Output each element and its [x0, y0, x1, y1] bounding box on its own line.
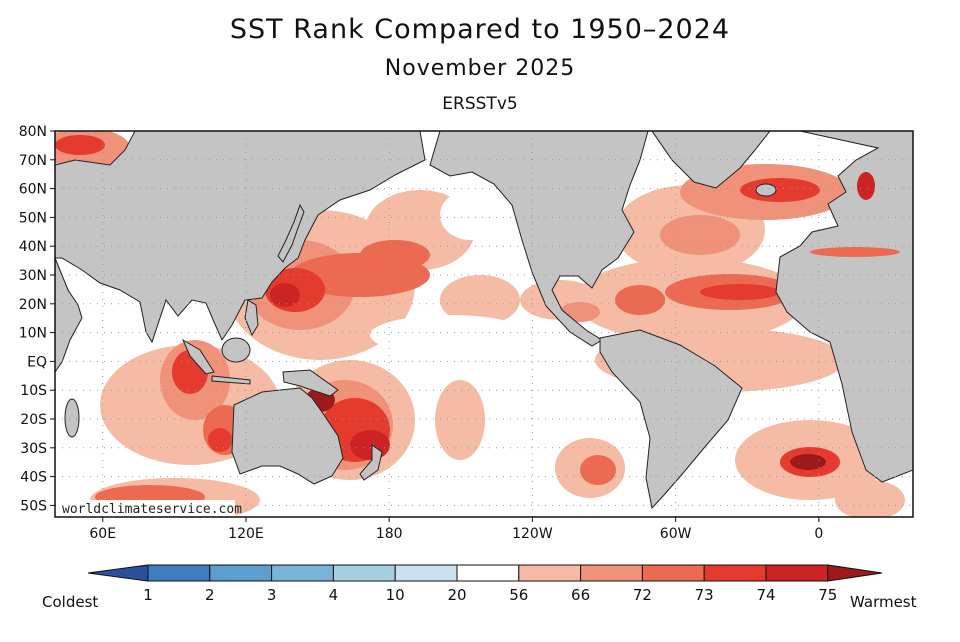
latitude-label: EQ	[27, 354, 47, 370]
longitude-label: 0	[814, 526, 823, 542]
colorbar-tick-label: 66	[571, 586, 590, 604]
colorbar-tick-label: 20	[447, 586, 466, 604]
colorbar-tick-label: 56	[509, 586, 528, 604]
watermark-box	[57, 500, 235, 516]
colorbar-tick-label: 2	[205, 586, 215, 604]
colorbar-segment	[456, 564, 520, 582]
colorbar-segment	[271, 564, 334, 582]
madagascar-land	[64, 398, 80, 438]
latitude-label: 70N	[19, 153, 47, 169]
map-subtitle: November 2025	[384, 56, 576, 81]
iceland-land	[755, 183, 777, 197]
sst-shading-region	[360, 240, 430, 270]
graticule	[55, 131, 913, 517]
colorbar-segment	[209, 564, 273, 582]
sst-shading-region	[790, 454, 826, 470]
new-guinea-land	[282, 369, 339, 397]
map-frame	[54, 130, 914, 518]
latitude-label: 20S	[20, 412, 47, 428]
latitude-label: 40N	[19, 239, 47, 255]
watermark: worldclimateservice.com	[62, 502, 242, 517]
sst-shading-region	[440, 275, 520, 325]
sst-shading-region	[700, 284, 780, 300]
latitude-axis: 80N 70N 60N 50N 40N 30N 20N 10N EQ 10S 20S 30S 40S 50…	[19, 124, 55, 514]
colorbar-tick-label: 1	[143, 586, 153, 604]
longitude-label: 120W	[512, 526, 553, 542]
java-land	[211, 375, 251, 385]
eurasia-land	[55, 131, 426, 344]
sst-shading-region	[580, 455, 616, 485]
colorbar-tick-label: 74	[756, 586, 775, 604]
latitude-label: 80N	[19, 124, 47, 140]
longitude-label: 120E	[228, 526, 264, 542]
dataset-label: ERSSTv5	[442, 94, 518, 114]
philippines-land	[244, 299, 259, 337]
greenland-land	[651, 131, 771, 189]
sst-shading-region	[435, 380, 485, 460]
latitude-label: 10N	[19, 326, 47, 342]
colorbar-segment	[580, 564, 643, 582]
colorbar-segment	[641, 564, 705, 582]
colorbar-coldest-arrow	[87, 564, 149, 582]
longitude-label: 60W	[660, 526, 692, 542]
colorbar-segment	[394, 564, 458, 582]
sst-shading-region	[55, 135, 105, 155]
longitude-axis: 60E 120E 180 120W 60W 0	[89, 517, 823, 542]
longitude-label: 180	[376, 526, 403, 542]
colorbar: 1 2 3 4 10 20 56 66 72 73 74 75	[87, 564, 883, 604]
colorbar-segment	[332, 564, 396, 582]
colorbar-tick-label: 72	[633, 586, 652, 604]
colorbar-segment	[518, 564, 582, 582]
colorbar-tick-label: 73	[695, 586, 714, 604]
colorbar-tick-label: 3	[267, 586, 277, 604]
colorbar-warmest-arrow	[827, 564, 883, 582]
sst-shading-region	[615, 285, 665, 315]
latitude-label: 30S	[20, 441, 47, 457]
europe-africa-land	[775, 131, 913, 483]
colorbar-segment	[765, 564, 829, 582]
map-title: SST Rank Compared to 1950–2024	[229, 14, 731, 45]
japan-land	[277, 203, 305, 263]
land-masses	[55, 131, 913, 510]
new-zealand-land	[359, 444, 383, 481]
latitude-label: 60N	[19, 182, 47, 198]
colorbar-coldest-label: Coldest	[42, 593, 98, 611]
colorbar-tick-label: 4	[329, 586, 339, 604]
latitude-label: 50S	[20, 498, 47, 514]
sumatra-land	[181, 338, 215, 375]
sst-shading-region	[350, 430, 390, 460]
sst-anomaly-overlays	[810, 172, 900, 257]
neutral-region	[440, 190, 500, 240]
neutral-region	[370, 315, 530, 355]
latitude-label: 20N	[19, 297, 47, 313]
colorbar-segment	[703, 564, 767, 582]
colorbar-tick-label: 75	[818, 586, 837, 604]
colorbar-segment	[147, 564, 211, 582]
baltic-warm-patch	[857, 172, 875, 200]
latitude-label: 30N	[19, 268, 47, 284]
mediterranean-warm-patch	[810, 247, 900, 257]
sst-shading-region	[270, 283, 300, 307]
australia-land	[231, 387, 344, 485]
colorbar-warmest-label: Warmest	[850, 593, 917, 611]
latitude-label: 50N	[19, 210, 47, 226]
latitude-label: 10S	[20, 383, 47, 399]
sst-shading-region	[835, 480, 905, 517]
colorbar-tick-label: 10	[386, 586, 405, 604]
latitude-label: 40S	[20, 470, 47, 486]
borneo-land	[221, 337, 251, 363]
africa-land	[55, 257, 83, 373]
sst-shading-region	[660, 215, 740, 255]
north-america-land	[429, 131, 649, 347]
sst-shading-region	[208, 428, 232, 452]
sst-shading-region	[740, 178, 820, 202]
longitude-label: 60E	[89, 526, 116, 542]
